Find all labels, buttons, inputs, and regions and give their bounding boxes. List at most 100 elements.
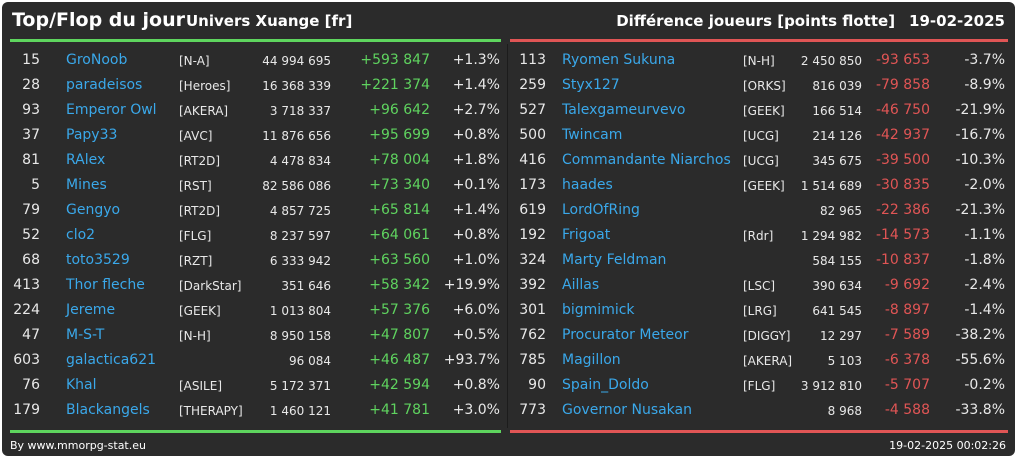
player-name-link[interactable]: toto3529	[66, 252, 130, 268]
universe-label: Univers Xuange [fr]	[186, 12, 353, 30]
points-difference: +95 699	[369, 127, 430, 143]
player-points: 1 013 804	[269, 304, 331, 318]
report-date: 19-02-2025	[909, 12, 1005, 30]
list-item: 52 clo2 [FLG] 8 237 597 +64 061 +0.8%	[2, 223, 506, 248]
player-rank: 113	[519, 52, 546, 68]
player-name-link[interactable]: Magillon	[562, 352, 621, 368]
site-credit: By www.mmorpg-stat.eu	[10, 439, 146, 452]
list-item: 15 GroNoob [N-A] 44 994 695 +593 847 +1.3%	[2, 48, 506, 73]
player-rank: 773	[519, 402, 546, 418]
list-item: 224 Jereme [GEEK] 1 013 804 +57 376 +6.0%	[2, 298, 506, 323]
player-rank: 392	[519, 277, 546, 293]
percent-change: +0.1%	[452, 177, 500, 193]
player-name-link[interactable]: GroNoob	[66, 52, 128, 68]
player-name-link[interactable]: Governor Nusakan	[562, 402, 692, 418]
list-item: 603 galactica621 96 084 +46 487 +93.7%	[2, 348, 506, 373]
points-difference: -6 378	[884, 352, 930, 368]
points-difference: -93 653	[875, 52, 930, 68]
player-name-link[interactable]: haades	[562, 177, 613, 193]
player-name-link[interactable]: Aillas	[562, 277, 600, 293]
player-points: 4 478 834	[269, 154, 331, 168]
player-rank: 416	[519, 152, 546, 168]
alliance-tag: [GEEK]	[743, 179, 785, 193]
alliance-tag: [RZT]	[179, 254, 213, 268]
points-difference: -39 500	[875, 152, 930, 168]
player-rank: 785	[519, 352, 546, 368]
player-name-link[interactable]: Papy33	[66, 127, 118, 143]
percent-change: +1.0%	[452, 252, 500, 268]
list-item: 5 Mines [RST] 82 586 086 +73 340 +0.1%	[2, 173, 506, 198]
percent-change: -1.4%	[964, 302, 1005, 318]
player-name-link[interactable]: Procurator Meteor	[562, 327, 689, 343]
points-difference: -5 707	[884, 377, 930, 393]
player-name-link[interactable]: bigmimick	[562, 302, 635, 318]
player-name-link[interactable]: Khal	[66, 377, 97, 393]
percent-change: -38.2%	[955, 327, 1005, 343]
player-name-link[interactable]: Thor fleche	[66, 277, 145, 293]
player-name-link[interactable]: Ryomen Sukuna	[562, 52, 676, 68]
player-rank: 301	[519, 302, 546, 318]
player-points: 3 718 337	[269, 104, 331, 118]
player-rank: 413	[13, 277, 40, 293]
player-points: 1 514 689	[800, 179, 862, 193]
player-name-link[interactable]: clo2	[66, 227, 96, 243]
alliance-tag: [FLG]	[743, 379, 776, 393]
player-name-link[interactable]: Styx127	[562, 77, 620, 93]
points-difference: +41 781	[369, 402, 430, 418]
points-difference: +58 342	[369, 277, 430, 293]
points-difference: +42 594	[369, 377, 430, 393]
list-item: 762 Procurator Meteor [DIGGY] 12 297 -7 589 -…	[510, 323, 1015, 348]
percent-change: -21.9%	[955, 102, 1005, 118]
percent-change: +2.7%	[452, 102, 500, 118]
player-points: 44 994 695	[262, 54, 331, 68]
player-name-link[interactable]: RAlex	[66, 152, 106, 168]
alliance-tag: [N-A]	[179, 54, 210, 68]
header: Top/Flop du jour Univers Xuange [fr] Dif…	[2, 2, 1015, 40]
points-difference: -4 588	[884, 402, 930, 418]
column-divider	[507, 44, 508, 428]
list-item: 179 Blackangels [THERAPY] 1 460 121 +41 781 +…	[2, 398, 506, 423]
percent-change: -2.0%	[964, 177, 1005, 193]
alliance-tag: [N-H]	[179, 329, 211, 343]
points-difference: -30 835	[875, 177, 930, 193]
player-name-link[interactable]: Talexgameurvevo	[562, 102, 686, 118]
player-name-link[interactable]: Blackangels	[66, 402, 150, 418]
player-name-link[interactable]: paradeisos	[66, 77, 143, 93]
player-rank: 93	[22, 102, 40, 118]
player-name-link[interactable]: M-S-T	[66, 327, 105, 343]
player-name-link[interactable]: LordOfRing	[562, 202, 640, 218]
points-difference: +73 340	[369, 177, 430, 193]
points-difference: +221 374	[360, 77, 430, 93]
player-rank: 15	[22, 52, 40, 68]
list-item: 301 bigmimick [LRG] 641 545 -8 897 -1.4%	[510, 298, 1015, 323]
points-difference: +65 814	[369, 202, 430, 218]
player-name-link[interactable]: Marty Feldman	[562, 252, 667, 268]
player-rank: 90	[528, 377, 546, 393]
player-name-link[interactable]: galactica621	[66, 352, 157, 368]
percent-change: -33.8%	[955, 402, 1005, 418]
percent-change: +6.0%	[452, 302, 500, 318]
percent-change: -0.2%	[964, 377, 1005, 393]
player-name-link[interactable]: Frigoat	[562, 227, 611, 243]
points-difference: +63 560	[369, 252, 430, 268]
player-name-link[interactable]: Spain_Doldo	[562, 377, 649, 393]
list-item: 93 Emperor Owl [AKERA] 3 718 337 +96 642 +2.7…	[2, 98, 506, 123]
player-name-link[interactable]: Gengyo	[66, 202, 121, 218]
alliance-tag: [RT2D]	[179, 154, 221, 168]
player-rank: 324	[519, 252, 546, 268]
list-item: 416 Commandante Niarchos [UCG] 345 675 -39 5…	[510, 148, 1015, 173]
player-name-link[interactable]: Jereme	[66, 302, 116, 318]
player-points: 6 333 942	[269, 254, 331, 268]
alliance-tag: [Rdr]	[743, 229, 774, 243]
player-name-link[interactable]: Twincam	[562, 127, 623, 143]
points-difference: -79 858	[875, 77, 930, 93]
player-name-link[interactable]: Mines	[66, 177, 107, 193]
player-name-link[interactable]: Commandante Niarchos	[562, 152, 731, 168]
player-points: 8 237 597	[269, 229, 331, 243]
list-item: 76 Khal [ASILE] 5 172 371 +42 594 +0.8%	[2, 373, 506, 398]
percent-change: -2.4%	[964, 277, 1005, 293]
alliance-tag: [AVC]	[179, 129, 213, 143]
list-item: 619 LordOfRing 82 965 -22 386 -21.3%	[510, 198, 1015, 223]
player-name-link[interactable]: Emperor Owl	[66, 102, 157, 118]
